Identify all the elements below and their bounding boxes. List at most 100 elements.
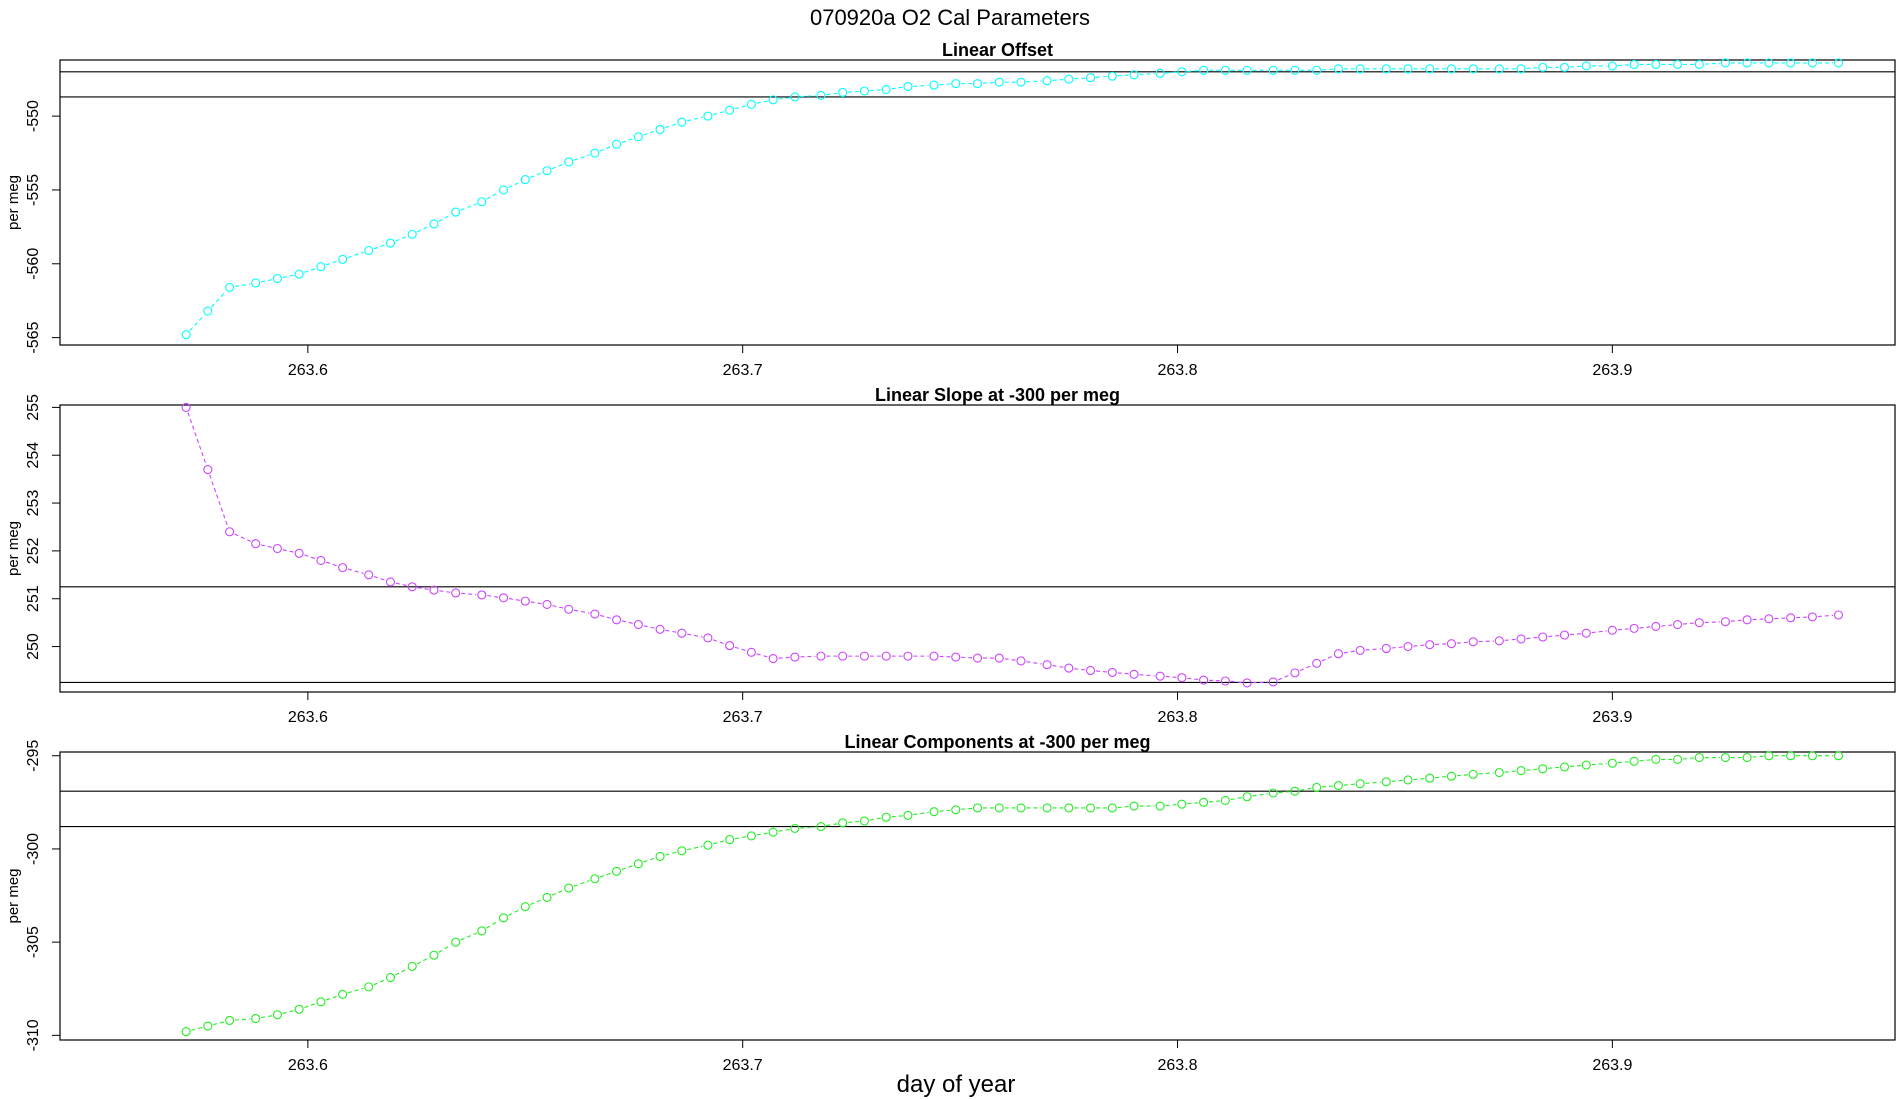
data-point <box>1107 803 1117 813</box>
data-point <box>1807 58 1817 68</box>
data-point <box>1290 65 1300 75</box>
data-point <box>1468 64 1478 74</box>
data-point <box>564 883 574 893</box>
series-segment <box>1343 650 1355 654</box>
data-point <box>1446 771 1457 781</box>
data-point <box>1629 756 1639 766</box>
series-segment <box>1252 793 1268 797</box>
x-axis-title: day of year <box>897 1071 1016 1098</box>
series-segment <box>643 857 656 863</box>
data-point <box>1694 618 1704 628</box>
series-segment <box>1817 614 1834 618</box>
series-segment <box>325 995 338 1001</box>
data-point <box>746 831 756 841</box>
data-point <box>590 148 600 158</box>
series-segment <box>1704 62 1720 65</box>
data-point <box>1220 65 1230 75</box>
series-segment <box>260 279 273 283</box>
y-tick-label: -550 <box>25 100 42 132</box>
data-point <box>1559 62 1570 72</box>
data-point <box>203 465 213 475</box>
data-point <box>1129 669 1139 679</box>
series-segment <box>600 614 612 619</box>
data-point <box>225 527 235 537</box>
data-point <box>590 609 600 619</box>
plot-frame <box>59 751 1896 1041</box>
data-point <box>1064 74 1074 84</box>
data-point <box>429 585 439 595</box>
series-segment <box>508 181 521 189</box>
data-point <box>181 402 191 412</box>
series-segment <box>1230 797 1242 801</box>
data-point <box>338 254 348 264</box>
series-segment <box>869 817 881 821</box>
y-tick-label: -305 <box>25 926 42 958</box>
series-segment <box>1252 681 1268 684</box>
data-point <box>838 818 848 828</box>
series-segment <box>1209 800 1220 803</box>
series-segment <box>1617 628 1629 631</box>
data-point <box>1607 625 1617 635</box>
data-point <box>451 937 461 947</box>
panel-title: Linear Offset <box>942 40 1053 60</box>
series-line <box>181 751 1844 1037</box>
x-tick-label: 263.8 <box>1158 362 1198 379</box>
data-point <box>1242 65 1252 75</box>
data-point <box>1199 797 1209 807</box>
data-point <box>1403 642 1413 652</box>
data-point <box>1446 639 1457 649</box>
series-segment <box>1456 641 1468 644</box>
data-point <box>1694 753 1704 763</box>
series-segment <box>891 815 903 818</box>
data-point <box>385 577 396 587</box>
series-segment <box>1569 633 1581 636</box>
data-point <box>677 117 687 127</box>
series-segment <box>213 1021 225 1026</box>
series-segment <box>416 957 430 965</box>
series-segment <box>800 655 816 658</box>
data-point <box>1833 751 1844 761</box>
data-point <box>1673 59 1683 69</box>
y-tick-label: 253 <box>25 490 42 517</box>
data-point <box>951 79 961 89</box>
series-segment <box>304 267 316 273</box>
data-point <box>1516 634 1526 644</box>
data-point <box>1086 665 1096 676</box>
data-point <box>703 840 713 850</box>
data-point <box>1199 65 1209 75</box>
data-point <box>1242 678 1252 688</box>
data-point <box>1468 769 1478 779</box>
data-point <box>251 1014 261 1024</box>
series-segment <box>1591 763 1607 766</box>
series-segment <box>1343 783 1355 786</box>
series-segment <box>1300 787 1312 791</box>
data-point <box>364 245 374 256</box>
x-tick-label: 263.7 <box>723 1057 763 1074</box>
data-point <box>451 588 461 598</box>
data-point <box>838 87 848 98</box>
series-segment <box>1365 648 1381 651</box>
data-point <box>272 543 282 554</box>
data-point <box>703 111 713 121</box>
data-point <box>725 105 735 115</box>
series-segment <box>1478 772 1494 775</box>
data-point <box>1559 630 1570 640</box>
data-point <box>903 651 913 661</box>
data-point <box>1403 64 1413 74</box>
x-tick-label: 263.6 <box>288 709 328 726</box>
data-point <box>1494 636 1504 646</box>
series-segment <box>848 90 859 93</box>
data-point <box>633 859 643 869</box>
data-point <box>1720 617 1730 627</box>
data-point <box>1242 792 1252 802</box>
figure-title: 070920a O2 Cal Parameters <box>810 5 1090 30</box>
series-segment <box>1704 621 1720 623</box>
series-segment <box>551 163 564 170</box>
data-point <box>1581 61 1591 71</box>
data-point <box>1290 786 1300 796</box>
series-segment <box>486 920 500 929</box>
data-point <box>1468 637 1478 647</box>
data-point <box>1629 623 1639 633</box>
data-point <box>1764 58 1774 68</box>
